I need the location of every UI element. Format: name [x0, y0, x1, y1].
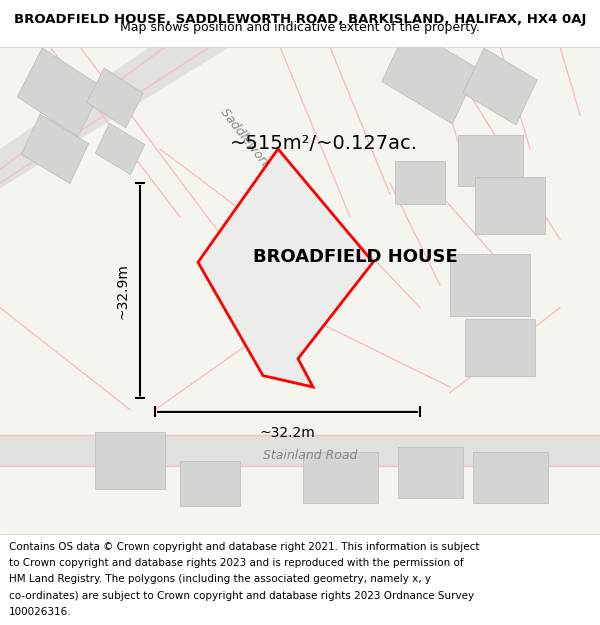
- Polygon shape: [475, 177, 545, 234]
- Text: HM Land Registry. The polygons (including the associated geometry, namely x, y: HM Land Registry. The polygons (includin…: [9, 574, 431, 584]
- Polygon shape: [22, 114, 89, 184]
- Polygon shape: [463, 48, 537, 125]
- Text: BROADFIELD HOUSE: BROADFIELD HOUSE: [253, 248, 457, 266]
- Polygon shape: [180, 461, 240, 506]
- Text: Saddleworth Road: Saddleworth Road: [218, 106, 298, 204]
- Text: ~515m²/~0.127ac.: ~515m²/~0.127ac.: [230, 134, 418, 152]
- Polygon shape: [450, 254, 530, 316]
- Polygon shape: [95, 432, 165, 489]
- Text: ~32.2m: ~32.2m: [260, 426, 316, 439]
- Text: Map shows position and indicative extent of the property.: Map shows position and indicative extent…: [120, 21, 480, 34]
- Polygon shape: [17, 48, 103, 137]
- Polygon shape: [302, 452, 377, 503]
- Polygon shape: [398, 446, 463, 498]
- Text: to Crown copyright and database rights 2023 and is reproduced with the permissio: to Crown copyright and database rights 2…: [9, 558, 464, 568]
- Bar: [0, 434, 600, 466]
- Text: Stainland Road: Stainland Road: [263, 449, 357, 461]
- Polygon shape: [465, 319, 535, 376]
- Polygon shape: [87, 68, 143, 128]
- Text: co-ordinates) are subject to Crown copyright and database rights 2023 Ordnance S: co-ordinates) are subject to Crown copyr…: [9, 591, 474, 601]
- Polygon shape: [248, 189, 333, 319]
- Polygon shape: [458, 135, 523, 186]
- Polygon shape: [395, 161, 445, 204]
- Text: Contains OS data © Crown copyright and database right 2021. This information is : Contains OS data © Crown copyright and d…: [9, 542, 479, 552]
- Text: 100026316.: 100026316.: [9, 607, 71, 617]
- Text: ~32.9m: ~32.9m: [116, 262, 130, 319]
- Polygon shape: [382, 26, 478, 124]
- Polygon shape: [95, 123, 145, 174]
- Polygon shape: [0, 47, 230, 189]
- Text: BROADFIELD HOUSE, SADDLEWORTH ROAD, BARKISLAND, HALIFAX, HX4 0AJ: BROADFIELD HOUSE, SADDLEWORTH ROAD, BARK…: [14, 13, 586, 26]
- Polygon shape: [473, 452, 548, 503]
- Polygon shape: [198, 149, 373, 387]
